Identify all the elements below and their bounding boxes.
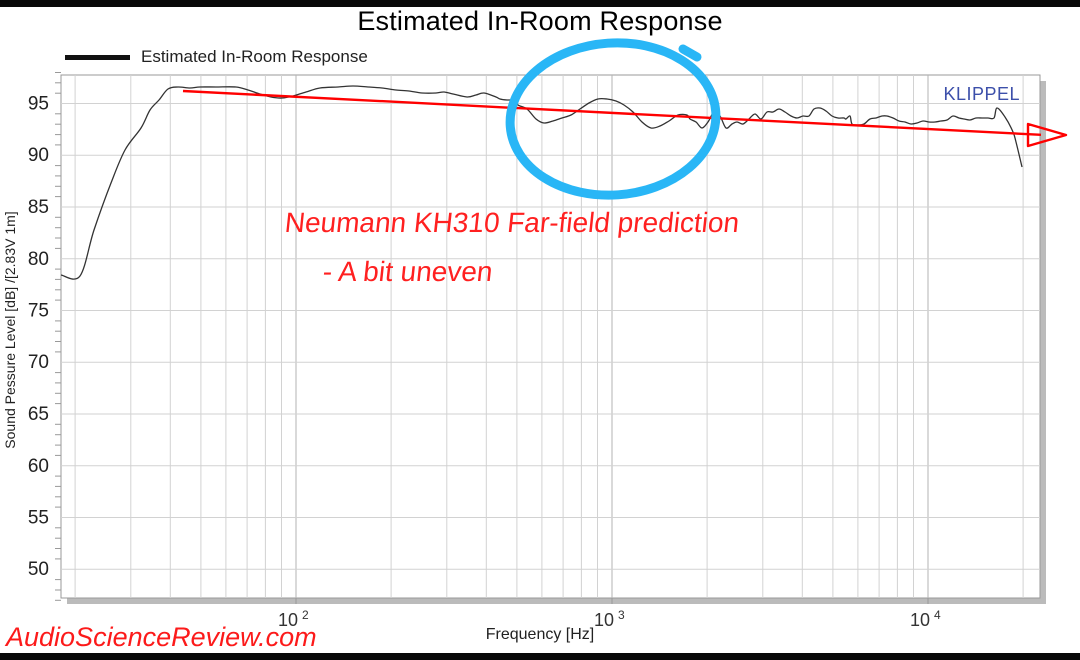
svg-text:95: 95 [28, 94, 49, 115]
svg-text:Neumann KH310 Far-field predic: Neumann KH310 Far-field prediction [283, 207, 740, 238]
svg-text:4: 4 [934, 608, 941, 622]
svg-text:2: 2 [302, 608, 309, 622]
svg-text:85: 85 [28, 197, 49, 218]
svg-text:55: 55 [28, 508, 49, 529]
svg-text:KLIPPEL: KLIPPEL [943, 84, 1020, 104]
svg-text:65: 65 [28, 404, 49, 425]
svg-text:80: 80 [28, 249, 49, 270]
svg-text:50: 50 [28, 559, 49, 580]
svg-text:3: 3 [618, 608, 625, 622]
svg-text:70: 70 [28, 352, 49, 373]
svg-text:75: 75 [28, 301, 49, 322]
svg-text:90: 90 [28, 145, 49, 166]
svg-text:- A bit uneven: - A bit uneven [321, 256, 494, 287]
svg-text:60: 60 [28, 456, 49, 477]
